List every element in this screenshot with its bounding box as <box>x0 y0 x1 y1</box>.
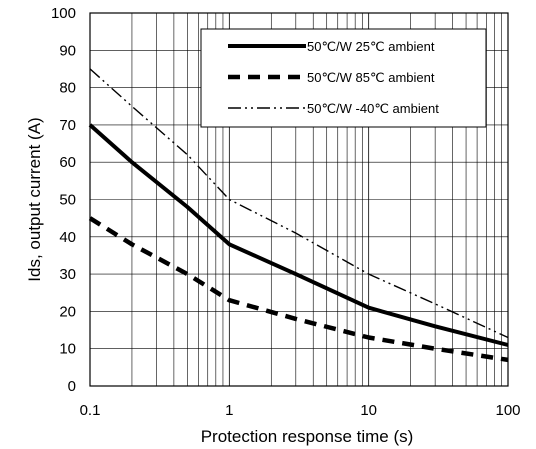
x-axis-label: Protection response time (s) <box>201 427 414 446</box>
legend-label-1: 50℃/W 25℃ ambient <box>307 39 435 54</box>
y-tick-label: 40 <box>59 229 76 246</box>
tick-labels: 0.1 1 10 100 0 10 20 30 40 50 60 70 80 90 100 <box>51 5 521 419</box>
y-tick-label: 100 <box>51 5 76 22</box>
legend-label-3: 50℃/W -40℃ ambient <box>307 101 439 116</box>
legend-label-2: 50℃/W 85℃ ambient <box>307 70 435 85</box>
y-tick-label: 70 <box>59 117 76 134</box>
series-line-3 <box>89 68 509 339</box>
y-tick-label: 30 <box>59 266 76 283</box>
y-tick-label: 50 <box>59 192 76 209</box>
y-tick-label: 90 <box>59 42 76 59</box>
plot-frame <box>89 12 509 387</box>
x-tick-label: 1 <box>225 402 233 419</box>
x-tick-label: 0.1 <box>80 402 101 419</box>
series-line-2 <box>88 216 509 363</box>
series-lines <box>88 68 509 363</box>
y-tick-label: 10 <box>59 341 76 358</box>
y-tick-label: 60 <box>59 154 76 171</box>
x-tick-label: 100 <box>495 402 520 419</box>
y-tick-label: 0 <box>68 378 76 395</box>
y-tick-label: 20 <box>59 303 76 320</box>
y-tick-label: 80 <box>59 80 76 97</box>
x-tick-label: 10 <box>360 402 377 419</box>
series-line-1 <box>88 123 509 347</box>
legend: 50℃/W 25℃ ambient 50℃/W 85℃ ambient 50℃/W … <box>200 28 487 128</box>
y-axis-label: Ids, output current (A) <box>25 117 44 281</box>
